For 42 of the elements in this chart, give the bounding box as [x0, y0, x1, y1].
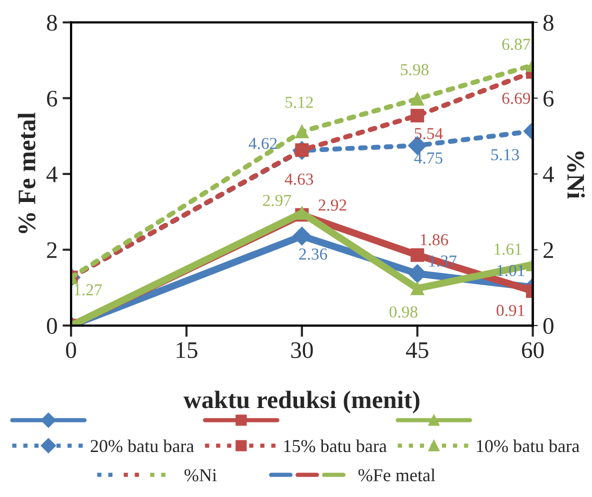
data-label: 6.69	[502, 92, 530, 104]
x-tick-label: 60	[522, 342, 544, 358]
data-label: 4.62	[248, 138, 277, 150]
data-label: 4.63	[284, 174, 314, 185]
y2-tick-label: 6	[544, 90, 554, 107]
data-label: 1.61	[494, 244, 522, 255]
x-tick-label: 15	[176, 342, 198, 358]
x-tick-label: 0	[66, 342, 76, 358]
y2-tick-label: 8	[543, 14, 554, 31]
data-label: 4.75	[414, 152, 442, 164]
y-tick-label: 6	[47, 90, 58, 107]
y-axis-title: % Fe metal	[18, 112, 36, 234]
data-label: 2.92	[318, 200, 346, 211]
text: %Fe metal	[358, 468, 436, 482]
legend-label: 15% batu bara	[284, 439, 387, 452]
x-tick-label: 30	[291, 342, 313, 358]
legend-label: 20% batu bara	[90, 439, 194, 452]
y2-tick-label: 4	[542, 166, 554, 182]
x-axis-title: waktu reduksi (menit)	[183, 390, 420, 414]
data-label: 0.91	[496, 304, 524, 316]
data-label: 5.13	[491, 149, 519, 160]
point	[295, 124, 309, 138]
data-label: 1.86	[420, 234, 448, 246]
y-tick-label: 2	[47, 242, 57, 258]
y-tick-label: 4	[46, 166, 58, 182]
data-label: 5.54	[414, 128, 443, 140]
data-label: 2.97	[263, 194, 292, 206]
legend-label: 10% batu bara	[477, 439, 580, 452]
text: %Ni	[184, 469, 217, 482]
data-label: 5.98	[400, 64, 429, 76]
y-tick-label: 8	[46, 14, 57, 31]
data-label: 2.36	[299, 248, 328, 260]
point	[292, 226, 312, 246]
y-tick-label: 0	[46, 318, 57, 334]
data-label: 6.87	[502, 38, 530, 50]
data-label: 5.12	[286, 96, 313, 108]
data-label: 1.27	[74, 284, 102, 296]
data-label: 0.98	[390, 306, 418, 318]
y2-axis-title: %Ni	[567, 152, 585, 199]
y2-tick-label: 2	[544, 242, 554, 258]
x-tick-label: 45	[406, 342, 428, 358]
y2-tick-label: 0	[543, 318, 554, 334]
